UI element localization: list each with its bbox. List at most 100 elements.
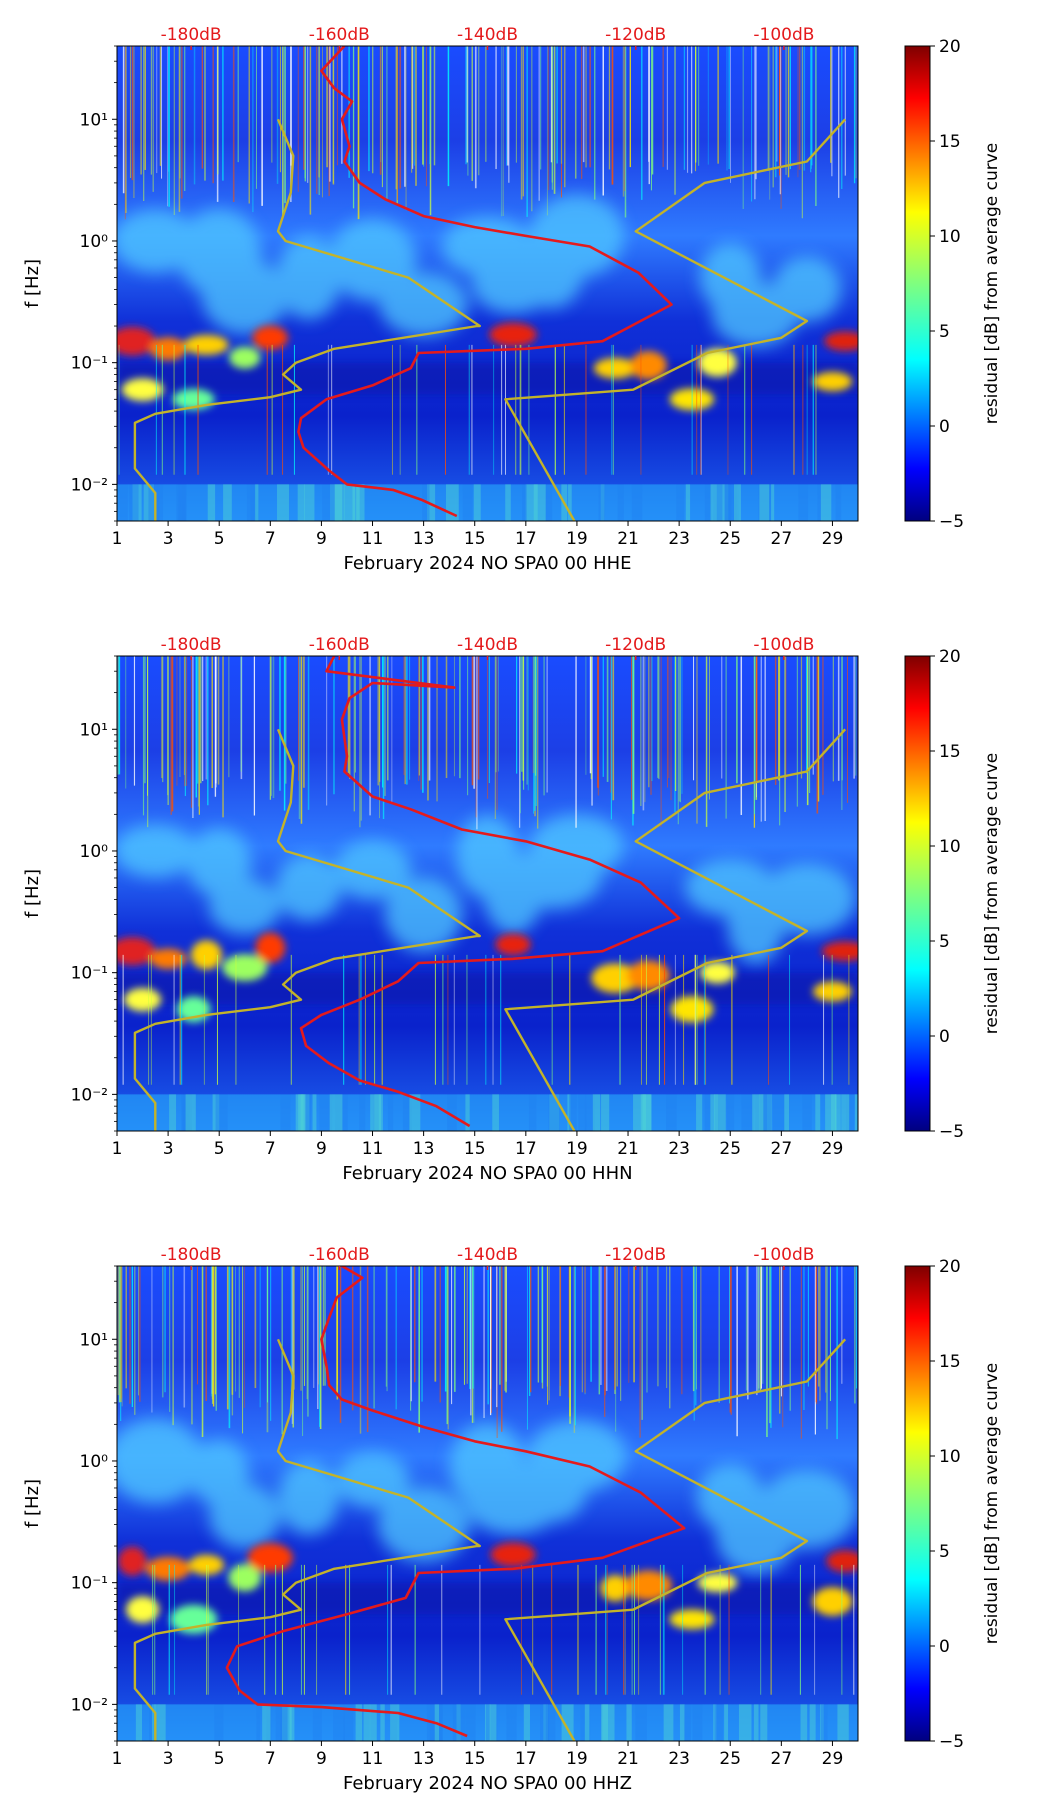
- x-tick-label: 7: [265, 1139, 276, 1159]
- x-tick-label: 9: [316, 529, 327, 549]
- x-axis-label: February 2024 NO SPA0 00 HHN: [342, 1163, 632, 1184]
- hotspot: [170, 1604, 218, 1634]
- noise-blob: [758, 863, 856, 936]
- series-olive-noise-model: [133, 1338, 481, 1741]
- db-label: -140dB: [457, 25, 518, 45]
- x-tick-label: 27: [771, 529, 793, 549]
- colorbar-gradient: [904, 655, 931, 1132]
- colorbar-tick-label: 5: [939, 1542, 950, 1562]
- noise-blobs: [117, 194, 842, 347]
- x-tick-label: 3: [163, 1749, 174, 1769]
- x-tick-label: 9: [316, 1749, 327, 1769]
- hotspot: [812, 371, 853, 392]
- x-tick-label: 19: [566, 529, 588, 549]
- colorbar-gradient: [904, 45, 931, 522]
- x-tick-label: 23: [668, 1139, 690, 1159]
- x-tick-label: 29: [822, 529, 844, 549]
- x-tick-label: 11: [362, 1139, 384, 1159]
- y-tick-label: 10⁻¹: [71, 354, 108, 374]
- x-tick-label: 13: [413, 529, 435, 549]
- noise-blob: [278, 1460, 339, 1535]
- series-red-psd: [299, 656, 681, 1128]
- noise-blob: [379, 272, 468, 337]
- x-tick-label: 3: [163, 1139, 174, 1159]
- noise-blob: [208, 878, 281, 935]
- x-tick-label: 5: [214, 529, 225, 549]
- y-axis-label: f [Hz]: [22, 869, 43, 918]
- y-axis-label: f [Hz]: [22, 259, 43, 308]
- y-tick-label: 10¹: [80, 720, 108, 740]
- db-label: -100dB: [753, 25, 814, 45]
- x-tick-label: 21: [617, 529, 639, 549]
- hotspot: [593, 357, 637, 379]
- colorbar-tick-label: 0: [939, 417, 950, 437]
- colorbar-tick-label: 5: [939, 322, 950, 342]
- x-tick-label: 17: [515, 1139, 537, 1159]
- microseism-hotspots: [117, 932, 858, 1023]
- noise-blob: [117, 824, 196, 878]
- colorbar-tick-label: 10: [939, 1447, 961, 1467]
- colorbar: 20 15 10 5 0 −5 residual [dB] from average cur…: [904, 647, 1002, 1142]
- x-tick-label: 21: [617, 1139, 639, 1159]
- quiet-band: [117, 972, 858, 1005]
- x-tick-label: 7: [265, 1749, 276, 1769]
- colorbar-tick-label: −5: [939, 1122, 964, 1142]
- x-tick-label: 11: [362, 1749, 384, 1769]
- quiet-band: [117, 362, 858, 395]
- x-axis-label: February 2024 NO SPA0 00 HHE: [343, 553, 631, 574]
- hotspot: [228, 1563, 262, 1592]
- hotspot: [600, 1575, 631, 1602]
- colorbar: 20 15 10 5 0 −5 residual [dB] from average cur…: [904, 1257, 1002, 1752]
- colorbar-label: residual [dB] from average curve: [982, 143, 1002, 424]
- hotspot: [149, 948, 187, 969]
- noise-blob: [117, 1418, 203, 1504]
- x-tick-label: 21: [617, 1749, 639, 1769]
- noise-blob: [384, 877, 463, 952]
- series-olive-high-noise-model: [504, 1338, 847, 1741]
- x-tick-label: 27: [771, 1139, 793, 1159]
- hotspot: [252, 325, 289, 350]
- noise-blobs: [117, 814, 856, 964]
- series-red-psd: [297, 46, 673, 518]
- microseism-hotspots: [117, 322, 858, 411]
- x-tick-label: 29: [822, 1139, 844, 1159]
- colorbar-tick-label: 5: [939, 932, 950, 952]
- x-tick-label: 17: [515, 529, 537, 549]
- y-axis-label: f [Hz]: [22, 1479, 43, 1528]
- hotspot: [247, 1543, 293, 1573]
- noise-blob: [276, 235, 341, 320]
- colorbar-tick-label: 20: [939, 647, 961, 667]
- db-label: -120dB: [605, 1245, 666, 1265]
- x-axis-label: February 2024 NO SPA0 00 HHZ: [343, 1773, 632, 1794]
- x-tick-label: 3: [163, 529, 174, 549]
- noise-blob: [333, 840, 412, 900]
- db-label: -160dB: [309, 635, 370, 655]
- x-tick-label: 9: [316, 1139, 327, 1159]
- hotspot: [117, 1546, 147, 1576]
- y-tick-label: 10⁻¹: [71, 1574, 108, 1594]
- x-tick-label: 15: [464, 529, 486, 549]
- hotspot: [824, 331, 858, 351]
- db-label: -120dB: [605, 25, 666, 45]
- hotspot: [698, 348, 737, 377]
- x-tick-label: 15: [464, 1139, 486, 1159]
- noise-blobs: [117, 1418, 857, 1575]
- series-olive-noise-model: [133, 118, 481, 521]
- hotspot: [669, 1609, 715, 1630]
- hotspot: [222, 954, 268, 981]
- colorbar-tick-label: 0: [939, 1027, 950, 1047]
- spectrogram-area: [117, 656, 858, 1131]
- db-label: -140dB: [457, 635, 518, 655]
- hotspot: [121, 378, 164, 402]
- x-tick-label: 17: [515, 1749, 537, 1769]
- x-tick-label: 27: [771, 1749, 793, 1769]
- noise-blob: [529, 194, 625, 278]
- hotspot: [700, 961, 735, 984]
- db-label: -160dB: [309, 1245, 370, 1265]
- colorbar-tick-label: 20: [939, 37, 961, 57]
- db-label: -180dB: [161, 1245, 222, 1265]
- y-axis: 10⁻² 10⁻¹ 10⁰ 10¹ f [Hz]: [22, 1265, 117, 1742]
